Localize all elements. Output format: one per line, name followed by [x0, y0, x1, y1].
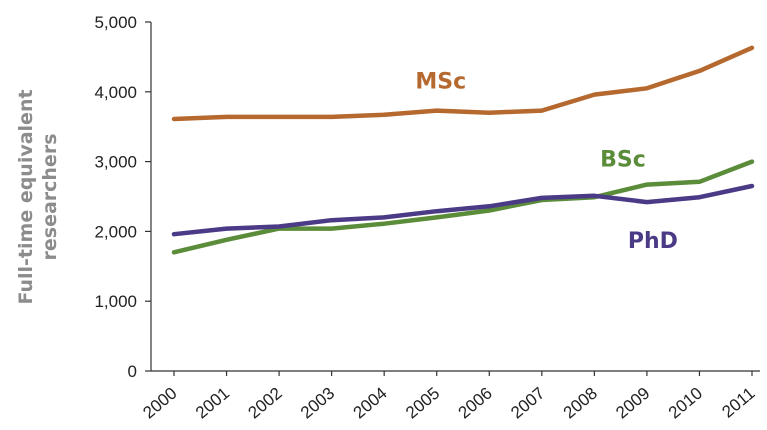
x-tick-label: 2005	[402, 384, 443, 423]
y-tick-label: 3,000	[94, 153, 137, 172]
x-tick-label: 2003	[297, 384, 338, 423]
x-tick-label: 2006	[455, 384, 496, 423]
x-tick-label: 2008	[560, 384, 601, 423]
series-label-bsc: BSc	[600, 148, 646, 173]
x-tick-label: 2009	[612, 384, 653, 423]
y-axis-title: Full-time equivalent researchers	[15, 89, 61, 304]
y-axis-title-line-1: Full-time equivalent	[15, 89, 37, 304]
x-tick-label: 2001	[192, 384, 233, 423]
axes	[150, 22, 760, 372]
x-tick-label: 2007	[507, 384, 548, 423]
y-tick-label: 1,000	[94, 292, 137, 311]
series-labels: MSc BSc PhD	[415, 70, 678, 254]
x-tick-label: 2011	[718, 384, 758, 422]
y-tick-label: 4,000	[94, 83, 137, 102]
x-tick-labels: 2000 2001 2002 2003 2004 2005 2006 2007 2008 2009…	[139, 371, 759, 423]
y-axis-title-line-2: researchers	[39, 134, 61, 261]
series-label-msc: MSc	[415, 70, 466, 95]
series-line-phd	[171, 183, 755, 237]
x-tick-label: 2010	[665, 384, 706, 423]
x-tick-label: 2002	[244, 384, 285, 423]
series-lines	[171, 45, 755, 255]
series-line-bsc	[171, 159, 755, 255]
y-tick-label: 0	[128, 362, 137, 381]
y-tick-label: 2,000	[94, 222, 137, 241]
x-tick-label: 2004	[350, 384, 391, 423]
series-line-msc	[171, 45, 755, 122]
y-tick-labels: 0 1,000 2,000 3,000 4,000 5,000	[94, 13, 151, 381]
y-tick-label: 5,000	[94, 13, 137, 32]
x-tick-label: 2000	[139, 384, 180, 423]
series-label-phd: PhD	[628, 229, 678, 254]
